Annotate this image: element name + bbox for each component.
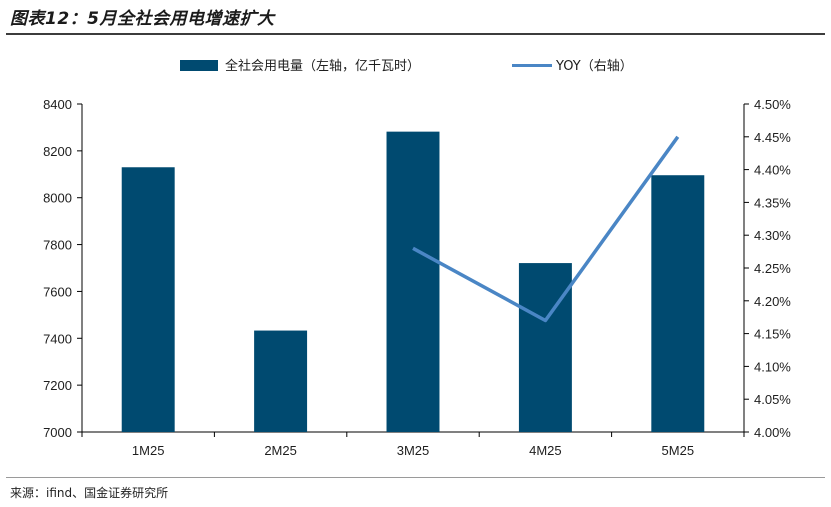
left-tick-label: 7000 xyxy=(43,425,72,440)
right-tick-label: 4.45% xyxy=(754,130,791,145)
left-tick-label: 7200 xyxy=(43,378,72,393)
right-tick-label: 4.05% xyxy=(754,392,791,407)
left-tick-label: 7400 xyxy=(43,331,72,346)
title-divider xyxy=(6,33,825,35)
footer-divider xyxy=(6,477,825,478)
left-tick-label: 8200 xyxy=(43,144,72,159)
right-tick-label: 4.15% xyxy=(754,327,791,342)
legend: 全社会用电量（左轴，亿千瓦时） YOY（右轴） xyxy=(180,58,633,74)
left-tick-label: 7600 xyxy=(43,284,72,299)
right-tick-label: 4.10% xyxy=(754,359,791,374)
bar-2M25 xyxy=(254,330,308,432)
right-tick-label: 4.35% xyxy=(754,195,791,210)
legend-line-label: YOY（右轴） xyxy=(555,59,633,74)
legend-bar-label: 全社会用电量（左轴，亿千瓦时） xyxy=(225,58,420,74)
x-tick-label: 3M25 xyxy=(397,443,430,458)
chart: 全社会用电量（左轴，亿千瓦时） YOY（右轴） 8400 8200 8000 7800… xyxy=(43,58,791,458)
bar-5M25 xyxy=(651,175,705,433)
left-tick-label: 8400 xyxy=(43,97,72,112)
bar-4M25 xyxy=(518,263,572,432)
right-tick-label: 4.40% xyxy=(754,163,791,178)
left-tick-label: 8000 xyxy=(43,191,72,206)
right-tick-label: 4.20% xyxy=(754,294,791,309)
x-tick-label: 4M25 xyxy=(529,443,562,458)
left-tick-label: 7800 xyxy=(43,238,72,253)
bar-1M25 xyxy=(121,167,175,432)
right-tick-label: 4.30% xyxy=(754,228,791,243)
source-note: 来源：ifind、国金证券研究所 xyxy=(10,486,169,500)
right-tick-label: 4.50% xyxy=(754,97,791,112)
right-tick-label: 4.00% xyxy=(754,425,791,440)
legend-bar-swatch xyxy=(180,60,218,71)
x-tick-label: 5M25 xyxy=(662,443,695,458)
bar-3M25 xyxy=(386,131,440,432)
figure-title: 图表12：5月全社会用电增速扩大 xyxy=(10,9,275,29)
x-tick-label: 2M25 xyxy=(264,443,297,458)
right-tick-label: 4.25% xyxy=(754,261,791,276)
x-tick-label: 1M25 xyxy=(132,443,165,458)
